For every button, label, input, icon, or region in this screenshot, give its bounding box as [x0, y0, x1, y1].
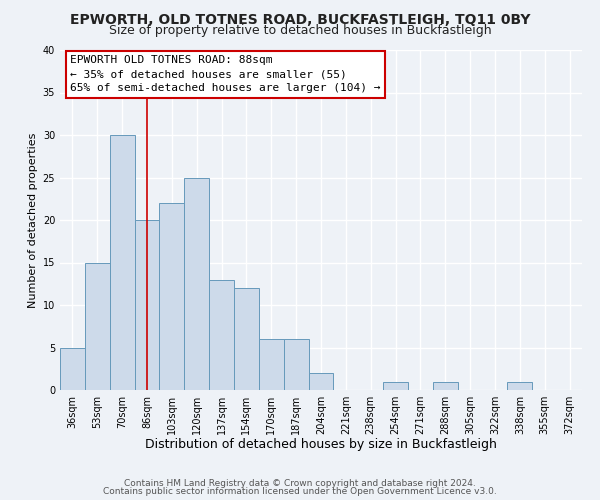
Bar [308, 373, 334, 390]
Bar [134, 220, 160, 390]
X-axis label: Distribution of detached houses by size in Buckfastleigh: Distribution of detached houses by size … [145, 438, 497, 452]
Text: Contains public sector information licensed under the Open Government Licence v3: Contains public sector information licen… [103, 487, 497, 496]
Y-axis label: Number of detached properties: Number of detached properties [28, 132, 38, 308]
Bar [383, 382, 408, 390]
Text: EPWORTH OLD TOTNES ROAD: 88sqm
← 35% of detached houses are smaller (55)
65% of : EPWORTH OLD TOTNES ROAD: 88sqm ← 35% of … [70, 55, 381, 93]
Bar [433, 382, 458, 390]
Text: Size of property relative to detached houses in Buckfastleigh: Size of property relative to detached ho… [109, 24, 491, 37]
Bar [85, 262, 110, 390]
Bar [209, 280, 234, 390]
Text: Contains HM Land Registry data © Crown copyright and database right 2024.: Contains HM Land Registry data © Crown c… [124, 478, 476, 488]
Bar [234, 288, 259, 390]
Bar [60, 348, 85, 390]
Bar [284, 339, 308, 390]
Bar [508, 382, 532, 390]
Text: EPWORTH, OLD TOTNES ROAD, BUCKFASTLEIGH, TQ11 0BY: EPWORTH, OLD TOTNES ROAD, BUCKFASTLEIGH,… [70, 12, 530, 26]
Bar [160, 203, 184, 390]
Bar [110, 135, 134, 390]
Bar [184, 178, 209, 390]
Bar [259, 339, 284, 390]
